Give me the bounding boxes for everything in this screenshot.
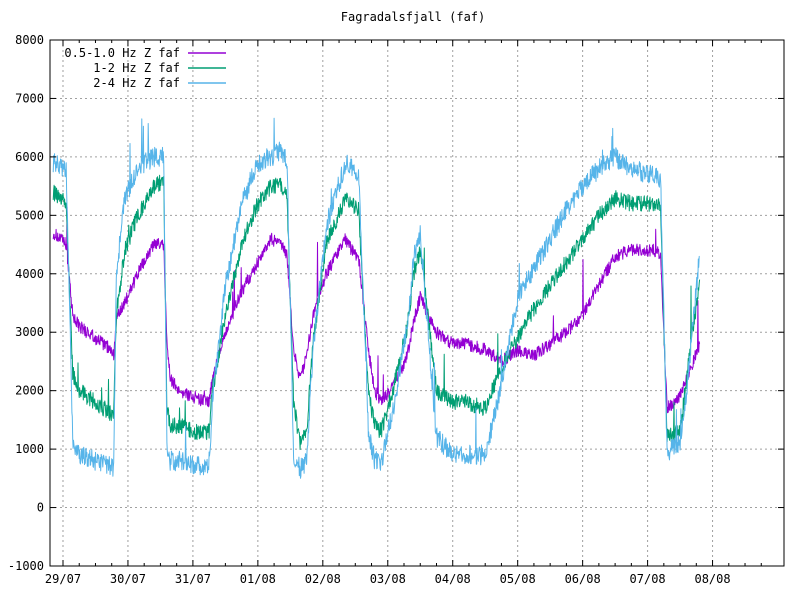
legend-label: 2-4 Hz Z faf: [93, 76, 180, 90]
x-tick-label: 01/08: [240, 572, 276, 586]
x-tick-label: 04/08: [435, 572, 471, 586]
x-tick-label: 08/08: [694, 572, 730, 586]
y-tick-label: 7000: [15, 91, 44, 105]
plot-frame: [49, 39, 785, 567]
series-line: [52, 206, 701, 414]
x-tick-label: 02/08: [305, 572, 341, 586]
x-tick-label: 30/07: [110, 572, 146, 586]
series-layer: [52, 117, 701, 479]
y-tick-label: 4000: [15, 267, 44, 281]
y-tick-label: 0: [37, 501, 44, 515]
x-tick-label: 06/08: [565, 572, 601, 586]
y-tick-label: 6000: [15, 150, 44, 164]
y-tick-label: 3000: [15, 325, 44, 339]
x-tick-label: 03/08: [370, 572, 406, 586]
y-tick-label: 5000: [15, 208, 44, 222]
legend-label: 1-2 Hz Z faf: [93, 61, 180, 75]
axis-layer: -1000 0 1000 2000 3000 4000 5000 6000 7000 8000 29…: [8, 33, 785, 586]
chart-title: Fagradalsfjall (faf): [341, 10, 486, 24]
x-tick-label: 07/08: [630, 572, 666, 586]
y-tick-label: 2000: [15, 384, 44, 398]
series-line: [52, 174, 701, 450]
y-tick-label: 1000: [15, 442, 44, 456]
x-tick-label: 29/07: [45, 572, 81, 586]
y-tick-label: -1000: [8, 559, 44, 573]
y-tick-label: 8000: [15, 33, 44, 47]
x-tick-label: 31/07: [175, 572, 211, 586]
series-line: [52, 117, 700, 479]
legend-label: 0.5-1.0 Hz Z faf: [64, 46, 180, 60]
x-tick-label: 05/08: [500, 572, 536, 586]
